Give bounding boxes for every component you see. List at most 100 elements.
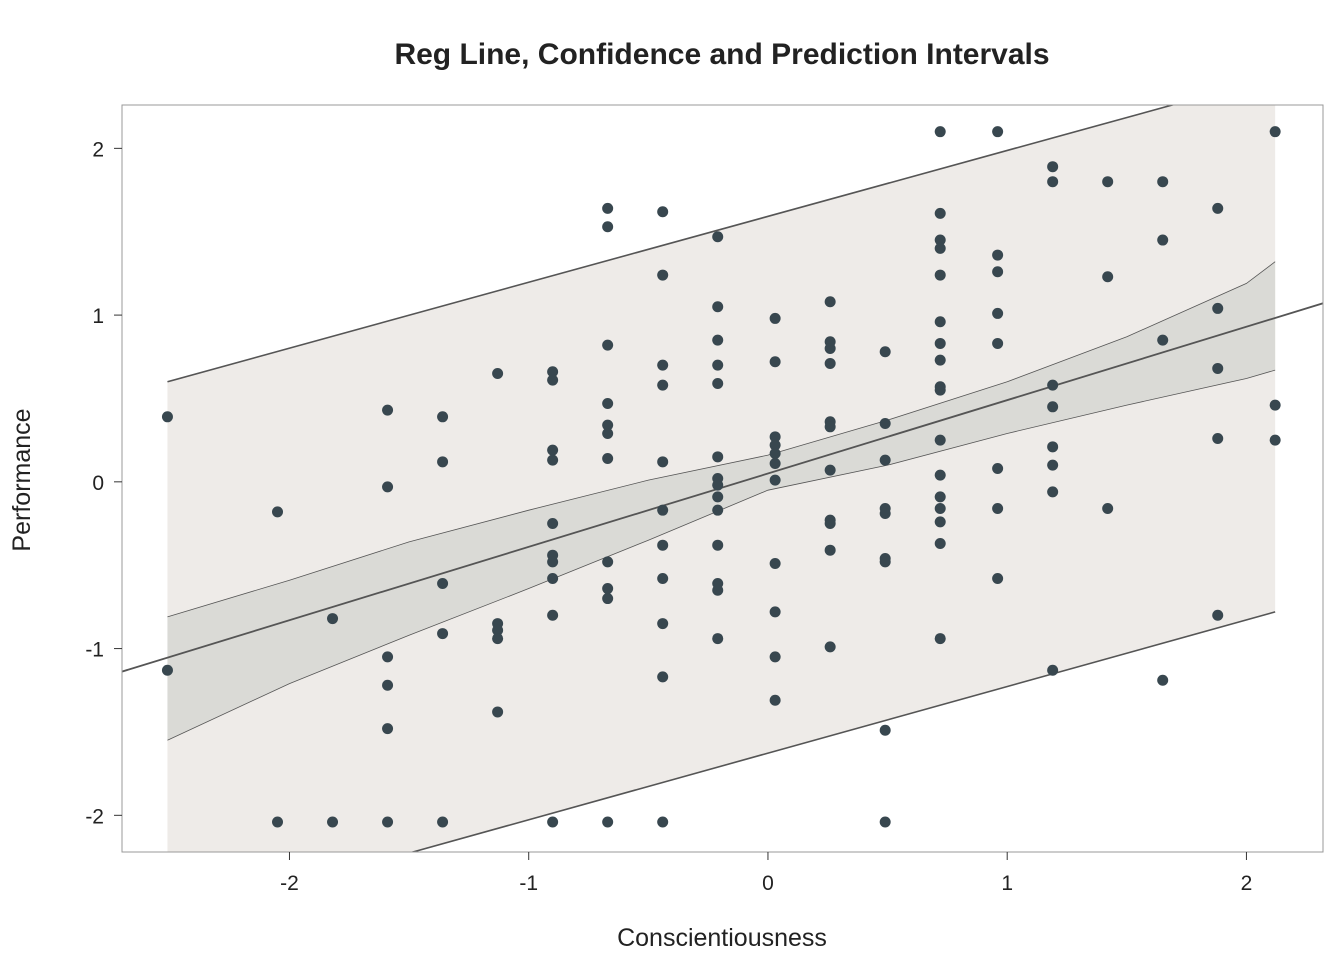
x-axis: -2 -1 0 1 2: [280, 852, 1252, 895]
y-tick-label: 1: [92, 305, 104, 328]
data-point: [492, 624, 504, 636]
data-point: [1047, 176, 1059, 188]
data-point: [1102, 271, 1114, 283]
data-point: [712, 301, 724, 313]
data-point: [602, 427, 614, 439]
data-point: [657, 573, 669, 585]
data-point: [1157, 176, 1169, 188]
confidence-upper-line: [167, 261, 1276, 618]
data-point: [712, 334, 724, 346]
data-point: [769, 558, 781, 570]
data-point: [712, 584, 724, 596]
prediction-lower-line: [409, 611, 1276, 852]
data-point: [382, 723, 394, 735]
data-point: [824, 518, 836, 530]
data-point: [1047, 664, 1059, 676]
data-point: [547, 444, 559, 456]
data-point: [934, 384, 946, 396]
data-point: [824, 357, 836, 369]
data-point: [934, 234, 946, 246]
x-tick-label: 1: [1001, 872, 1013, 895]
data-point: [992, 573, 1004, 585]
data-point: [657, 379, 669, 391]
data-point: [1269, 399, 1281, 411]
data-point: [547, 556, 559, 568]
data-point: [992, 266, 1004, 278]
data-point: [934, 516, 946, 528]
x-tick-label: 0: [762, 872, 774, 895]
data-point: [1047, 441, 1059, 453]
data-point: [327, 816, 339, 828]
data-point: [934, 503, 946, 515]
data-point: [382, 481, 394, 493]
data-point: [602, 419, 614, 431]
y-tick-label: 2: [92, 138, 104, 161]
data-point: [769, 651, 781, 663]
data-point: [934, 207, 946, 219]
chart-title: Reg Line, Confidence and Prediction Inte…: [394, 38, 1049, 71]
x-tick-label: -1: [519, 872, 538, 895]
data-point: [934, 633, 946, 645]
data-point: [879, 417, 891, 429]
data-point: [657, 816, 669, 828]
data-point: [382, 679, 394, 691]
data-point: [1212, 362, 1224, 374]
data-point: [437, 456, 449, 468]
data-point: [1157, 674, 1169, 686]
data-point: [437, 411, 449, 423]
data-point: [712, 539, 724, 551]
data-point: [1157, 234, 1169, 246]
data-point: [492, 633, 504, 645]
data-point: [1212, 432, 1224, 444]
data-point: [934, 469, 946, 481]
data-point: [547, 374, 559, 386]
data-point: [492, 706, 504, 718]
data-point: [1047, 379, 1059, 391]
data-point: [769, 474, 781, 486]
data-point: [824, 421, 836, 433]
data-point: [657, 206, 669, 218]
data-point: [547, 454, 559, 466]
data-point: [712, 491, 724, 503]
data-point: [1047, 486, 1059, 498]
data-point: [382, 816, 394, 828]
data-point: [769, 694, 781, 706]
data-point: [712, 359, 724, 371]
data-point: [769, 447, 781, 459]
data-point: [1269, 434, 1281, 446]
data-point: [657, 456, 669, 468]
confidence-interval-band: [167, 261, 1276, 741]
data-point: [712, 377, 724, 389]
data-point: [879, 454, 891, 466]
data-point: [547, 573, 559, 585]
y-axis-label: Performance: [8, 408, 36, 551]
data-point: [161, 411, 173, 423]
data-point: [492, 367, 504, 379]
data-point: [1269, 126, 1281, 138]
data-point: [824, 641, 836, 653]
data-point: [602, 556, 614, 568]
data-point: [657, 539, 669, 551]
data-point: [934, 491, 946, 503]
data-point: [1212, 609, 1224, 621]
data-point: [602, 202, 614, 214]
data-point: [1212, 202, 1224, 214]
data-point: [824, 342, 836, 354]
data-point: [934, 538, 946, 550]
data-point: [992, 462, 1004, 474]
data-point: [992, 503, 1004, 515]
data-point: [657, 618, 669, 630]
x-tick-label: 2: [1241, 872, 1253, 895]
data-point: [769, 356, 781, 368]
data-point: [992, 249, 1004, 261]
data-point: [382, 651, 394, 663]
data-point: [602, 397, 614, 409]
data-point: [879, 556, 891, 568]
data-point: [934, 337, 946, 349]
data-point: [1102, 503, 1114, 515]
data-point: [824, 464, 836, 476]
data-point: [327, 613, 339, 625]
data-point: [1212, 302, 1224, 314]
data-point: [879, 816, 891, 828]
